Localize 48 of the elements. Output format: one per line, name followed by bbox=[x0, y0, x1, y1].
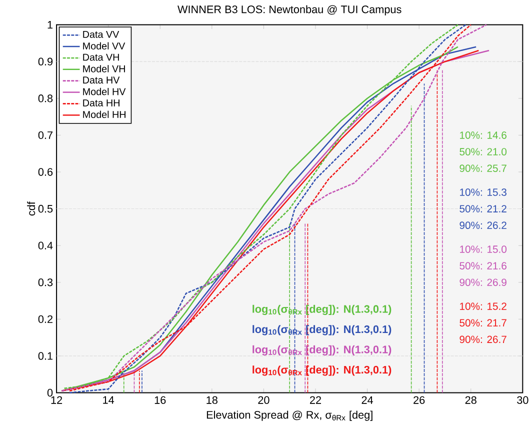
chart-title: WINNER B3 LOS: Newtonbau @ TUI Campus bbox=[178, 5, 402, 16]
x-tick-label: 18 bbox=[206, 396, 218, 404]
annotation: 50%: 21.6 bbox=[460, 262, 506, 270]
annotation: 50%: 21.7 bbox=[460, 319, 506, 326]
x-tick-label: 16 bbox=[154, 396, 166, 404]
x-tick-label: 24 bbox=[362, 396, 374, 404]
annotation: log$_{10}$(σ$_{θRx}$ [deg]): N(1.3,0.1) bbox=[252, 304, 392, 315]
y-tick-label: 0.6 bbox=[38, 168, 53, 176]
annotation: log$_{10}$(σ$_{θRx}$ [deg]): N(1.3,0.1) bbox=[252, 365, 392, 376]
annotation: 90%: 25.7 bbox=[460, 164, 506, 172]
x-tick-label: 12 bbox=[51, 396, 62, 404]
y-tick-label: 0.2 bbox=[38, 315, 52, 323]
x-tick-label: 26 bbox=[414, 396, 425, 404]
x-tick-label: 28 bbox=[465, 396, 476, 404]
y-tick-label: 0.7 bbox=[38, 131, 52, 139]
y-tick-label: 0.3 bbox=[38, 278, 53, 286]
y-tick-label: 1 bbox=[48, 20, 53, 28]
x-tick-label: 14 bbox=[103, 396, 114, 404]
legend-label: Data VV bbox=[83, 30, 120, 38]
annotation: 50%: 21.2 bbox=[460, 204, 506, 212]
legend-label: Data HH bbox=[83, 99, 120, 106]
annotation: 10%: 15.2 bbox=[460, 302, 506, 310]
legend-label: Model VH bbox=[83, 64, 125, 72]
annotation: log$_{10}$(σ$_{θRx}$ [deg]): N(1.3,0.1) bbox=[252, 345, 392, 356]
legend-label: Model HV bbox=[83, 88, 126, 96]
annotation: 10%: 14.6 bbox=[460, 131, 506, 139]
annotation: 10%: 15.0 bbox=[460, 245, 507, 253]
annotation: log$_{10}$(σ$_{θRx}$ [deg]): N(1.3,0.1) bbox=[252, 324, 392, 336]
legend-label: Data HV bbox=[83, 76, 120, 84]
y-axis-title: cdf bbox=[27, 201, 36, 216]
x-tick-label: 20 bbox=[258, 396, 270, 404]
y-tick-label: 0 bbox=[47, 388, 53, 396]
y-tick-label: 0.5 bbox=[38, 204, 53, 212]
annotation: 50%: 21.0 bbox=[460, 148, 507, 156]
y-tick-label: 0.8 bbox=[38, 94, 53, 102]
annotation: 90%: 26.7 bbox=[460, 336, 506, 343]
y-tick-label: 0.4 bbox=[38, 242, 53, 250]
x-tick-label: 22 bbox=[310, 396, 321, 404]
y-tick-label: 0.1 bbox=[38, 352, 53, 360]
legend-label: Model HH bbox=[83, 110, 126, 118]
annotation: 90%: 26.9 bbox=[460, 278, 506, 286]
annotation: 90%: 26.2 bbox=[460, 222, 506, 229]
x-axis-title: Elevation Spread @ Rx, σ$_{θRx}$ [deg] bbox=[206, 410, 372, 421]
legend-label: Model VV bbox=[83, 42, 126, 50]
annotation: 10%: 15.3 bbox=[460, 188, 506, 196]
y-tick-label: 0.9 bbox=[38, 58, 53, 66]
legend-label: Data VH bbox=[83, 54, 119, 61]
x-tick-label: 30 bbox=[517, 396, 528, 404]
